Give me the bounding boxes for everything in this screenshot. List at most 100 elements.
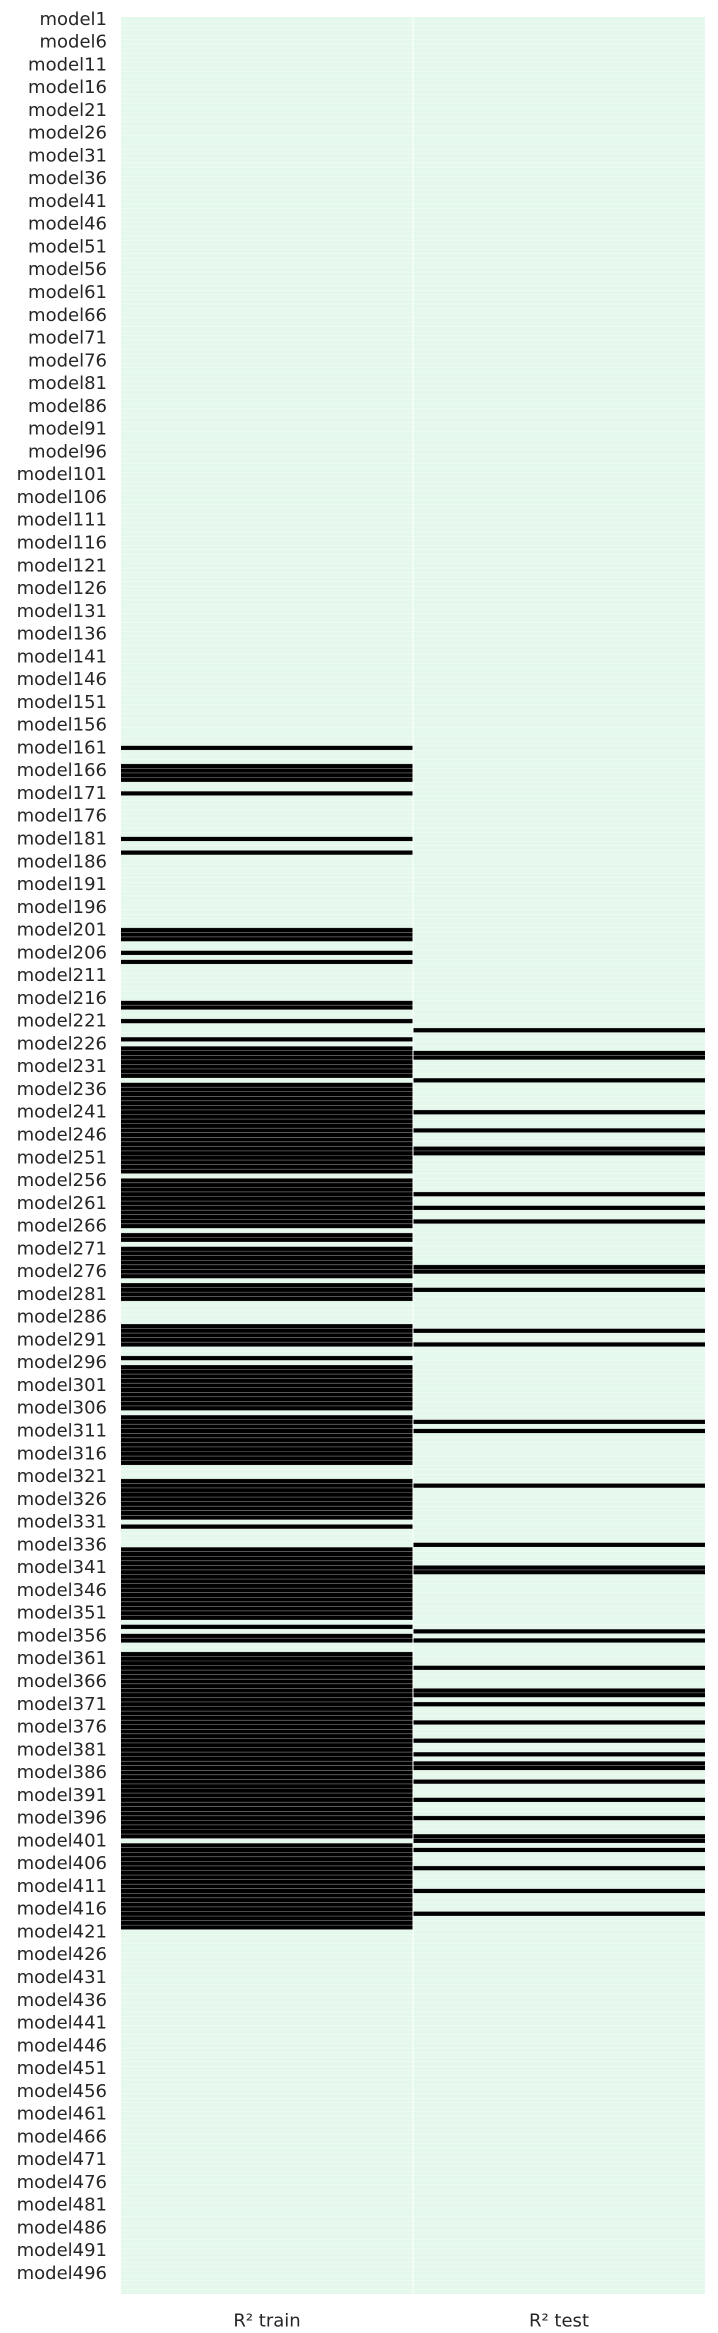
heatmap-cell (413, 522, 705, 528)
heatmap-cell (121, 1355, 413, 1361)
heatmap-cell (413, 1492, 705, 1498)
heatmap-cell (413, 1278, 705, 1284)
heatmap-cell (413, 2189, 705, 2194)
heatmap-cell (413, 800, 705, 805)
heatmap-cell (413, 57, 705, 63)
heatmap-cell (121, 1811, 413, 1816)
heatmap-cell (121, 1442, 413, 1447)
heatmap-cell (413, 1629, 705, 1634)
heatmap-cell (413, 1988, 705, 1994)
heatmap-cell (121, 26, 413, 31)
heatmap-cell (121, 390, 413, 395)
heatmap-cell (413, 53, 705, 58)
heatmap-cell (121, 71, 413, 77)
heatmap-cell (121, 1437, 413, 1443)
heatmap-cell (413, 1383, 705, 1388)
heatmap-cell (413, 663, 705, 669)
heatmap-cell (413, 153, 705, 159)
heatmap-cell (121, 772, 413, 778)
heatmap-cell (413, 149, 705, 154)
heatmap-cell (121, 813, 413, 819)
y-tick-label: model151 (17, 692, 107, 713)
heatmap-cell (121, 1182, 413, 1188)
heatmap-cell (413, 2020, 705, 2026)
heatmap-cell (121, 977, 413, 983)
heatmap-cell (413, 431, 705, 436)
heatmap-cell (121, 1865, 413, 1871)
heatmap-cell (121, 199, 413, 204)
heatmap-cell (121, 1957, 413, 1962)
heatmap-cell (121, 1264, 413, 1270)
heatmap-cell (121, 176, 413, 181)
heatmap-cell (121, 1287, 413, 1293)
heatmap-cell (413, 103, 705, 109)
heatmap-cell (121, 845, 413, 851)
heatmap-cell (121, 267, 413, 273)
heatmap-cell (121, 1875, 413, 1880)
heatmap-cell (121, 290, 413, 295)
heatmap-cell (121, 1082, 413, 1088)
heatmap-cell (121, 946, 413, 951)
heatmap-cell (413, 80, 705, 86)
heatmap-cell (121, 850, 413, 855)
heatmap-cell (413, 1050, 705, 1056)
heatmap-cell (121, 1870, 413, 1876)
y-tick-label: model61 (28, 282, 107, 303)
heatmap-cell (413, 1451, 705, 1457)
heatmap-cell (413, 62, 705, 68)
heatmap-cell (413, 1656, 705, 1661)
heatmap-cell (413, 1355, 705, 1361)
y-tick-label: model131 (17, 601, 107, 622)
heatmap-cell (121, 276, 413, 282)
heatmap-cell (121, 1078, 413, 1083)
heatmap-cell (413, 2084, 705, 2090)
heatmap-cell (413, 2139, 705, 2144)
y-tick-label: model191 (17, 874, 107, 895)
heatmap-cell (121, 2143, 413, 2149)
y-tick-label: model11 (28, 54, 107, 75)
y-tick-label: model406 (17, 1853, 107, 1874)
heatmap-cell (121, 1383, 413, 1388)
heatmap-cell (121, 1405, 413, 1411)
heatmap-cell (121, 2034, 413, 2039)
heatmap-cell (413, 2275, 705, 2281)
heatmap-cell (121, 445, 413, 450)
heatmap-cell (413, 1929, 705, 1935)
heatmap-cell (121, 1305, 413, 1311)
heatmap-cell (413, 67, 705, 72)
heatmap-cell (121, 399, 413, 405)
heatmap-cell (121, 577, 413, 582)
heatmap-cell (413, 2171, 705, 2176)
heatmap-cell (121, 1711, 413, 1716)
heatmap-cell (121, 741, 413, 746)
heatmap-cell (413, 905, 705, 910)
heatmap-cell (121, 1838, 413, 1844)
heatmap-cell (413, 996, 705, 1001)
heatmap-cell (121, 1574, 413, 1580)
heatmap-cell (121, 76, 413, 81)
heatmap-cell (413, 987, 705, 992)
heatmap-cell (413, 85, 705, 90)
heatmap-cell (413, 1323, 705, 1329)
heatmap-cell (121, 854, 413, 860)
heatmap-cell (413, 2225, 705, 2231)
heatmap-cell (413, 1260, 705, 1265)
y-tick-label: model66 (28, 305, 107, 326)
heatmap-cell (413, 1310, 705, 1315)
y-tick-label: model441 (17, 2013, 107, 2034)
heatmap-cell (121, 2148, 413, 2153)
heatmap-cell (413, 2152, 705, 2158)
heatmap-cell (121, 2043, 413, 2049)
heatmap-cell (121, 841, 413, 846)
heatmap-cell (413, 171, 705, 177)
heatmap-cell (413, 1146, 705, 1151)
heatmap-cell (121, 1770, 413, 1775)
y-tick-label: model336 (17, 1534, 107, 1555)
heatmap-cell (413, 1506, 705, 1511)
heatmap-cell (413, 927, 705, 933)
heatmap-cell (121, 1146, 413, 1151)
heatmap-cell (121, 1374, 413, 1379)
heatmap-cell (413, 1474, 705, 1479)
heatmap-cell (121, 1856, 413, 1862)
heatmap-cell (413, 1401, 705, 1406)
